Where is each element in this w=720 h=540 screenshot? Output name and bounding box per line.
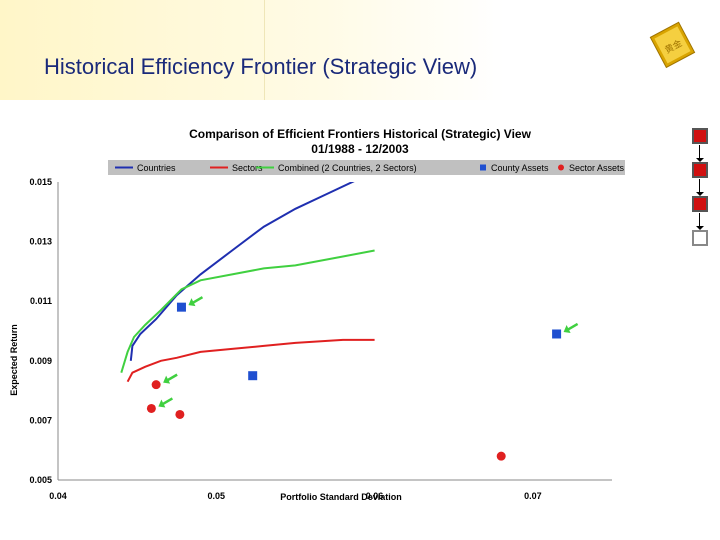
x-tick-label: 0.04 [49,491,67,501]
chart-legend: Countries Sectors Combined (2 Countries, 2… [108,160,625,175]
legend-label: Combined (2 Countries, 2 Sectors) [278,163,417,173]
x-tick-label: 0.07 [524,491,542,501]
y-tick-label: 0.011 [30,296,52,306]
nav-square-2[interactable] [692,162,708,178]
y-tick-label: 0.005 [29,475,52,485]
county-asset-point [176,302,186,312]
nav-connector [699,145,700,159]
header-band [0,0,720,100]
nav-square-3[interactable] [692,196,708,212]
sector-asset-point [175,409,185,419]
y-tick-label: 0.009 [29,356,52,366]
nav-arrowhead [696,192,704,196]
nav-arrowhead [696,226,704,230]
legend-label: Sector Assets [569,163,625,173]
arrow-annotation-head [563,324,571,333]
series-line-combined-2-countries-2-sectors [120,249,375,373]
sector-asset-point [146,403,156,413]
nav-square-4[interactable] [692,230,708,246]
chart-plot-area [120,182,579,461]
arrow-annotation-head [158,399,166,408]
slide-title: Historical Efficiency Frontier (Strategi… [44,54,478,79]
sector-asset-point [496,451,506,461]
legend-background [108,160,625,175]
y-tick-label: 0.013 [29,237,52,247]
gold-bar-logo: 黄金 [649,21,696,69]
arrow-annotation-head [188,298,196,307]
efficient-frontier-chart: Comparison of Efficient Frontiers Histor… [9,127,625,502]
legend-label: Sectors [232,163,263,173]
series-line-countries [129,182,355,361]
legend-swatch-square [480,164,486,171]
nav-connector [699,179,700,193]
x-axis-label: Portfolio Standard Deviation [280,492,402,502]
nav-connector [699,213,700,227]
county-asset-point [248,371,258,381]
header-divider [264,0,265,100]
x-tick-label: 0.05 [208,491,226,501]
gold-bar-face [654,26,691,64]
y-tick-label: 0.007 [29,415,52,425]
chart-title: Comparison of Efficient Frontiers Histor… [189,127,532,141]
chart-axes: 0.005 0.007 0.009 0.011 0.013 0.015 0.04 0.05 0.… [29,177,612,501]
legend-label: Countries [137,163,176,173]
y-axis-label: Expected Return [9,324,19,396]
chart-subtitle: 01/1988 - 12/2003 [311,142,409,156]
arrow-annotation-head [163,375,171,384]
county-asset-point [552,329,562,339]
nav-square-1[interactable] [692,128,708,144]
series-line-sectors [126,338,375,383]
nav-arrowhead [696,158,704,162]
y-tick-label: 0.015 [29,177,52,187]
legend-swatch-circle [558,164,564,171]
legend-label: County Assets [491,163,549,173]
sector-asset-point [151,380,161,390]
x-tick-label: 0.06 [366,491,384,501]
slide-navigation [692,128,716,248]
